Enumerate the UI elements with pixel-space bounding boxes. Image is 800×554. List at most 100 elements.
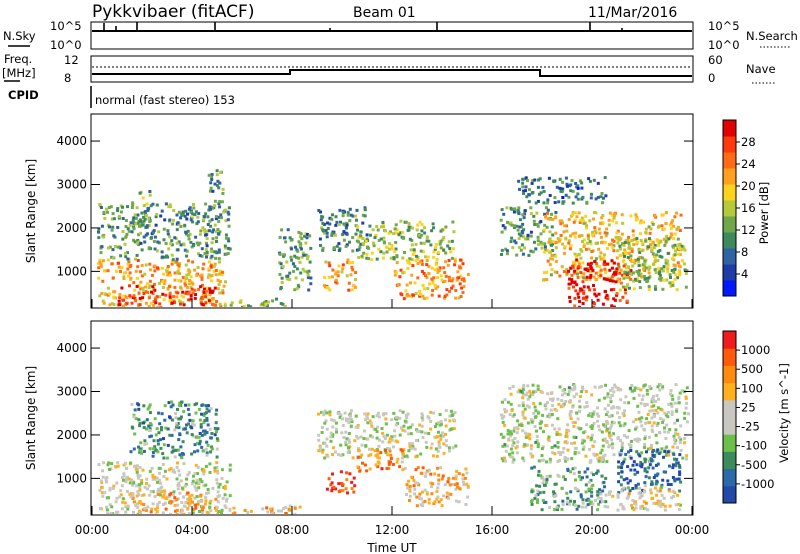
velocity-cell xyxy=(599,451,603,455)
velocity-cell xyxy=(522,383,526,387)
power-cell xyxy=(122,271,126,275)
power-cell xyxy=(577,265,581,269)
velocity-cell xyxy=(534,389,538,393)
power-y-tick-label: 4000 xyxy=(56,134,87,148)
power-cell xyxy=(222,284,226,288)
power-cell xyxy=(631,271,635,275)
power-cell xyxy=(501,224,505,228)
power-cell xyxy=(321,246,325,250)
velocity-cell xyxy=(554,482,558,486)
velocity-cell xyxy=(610,414,614,418)
power-cell xyxy=(653,256,657,259)
power-cell xyxy=(509,240,513,244)
velocity-cell xyxy=(513,436,517,440)
power-cell xyxy=(198,241,202,245)
velocity-cell xyxy=(574,436,578,439)
power-cell xyxy=(195,241,199,245)
power-cell xyxy=(521,185,525,189)
velocity-cell xyxy=(194,487,198,491)
velocity-cell xyxy=(156,503,160,507)
power-cell xyxy=(134,299,138,303)
power-cell xyxy=(629,277,633,281)
velocity-cell xyxy=(298,505,302,509)
cpid-label: CPID xyxy=(8,88,39,102)
power-cell xyxy=(116,245,120,249)
velocity-cell xyxy=(638,438,642,442)
power-cell xyxy=(354,278,357,282)
velocity-cell xyxy=(402,452,405,456)
velocity-cell xyxy=(457,500,461,504)
power-cell xyxy=(551,249,555,252)
power-cell xyxy=(213,199,217,203)
power-cell xyxy=(264,302,268,306)
power-cell xyxy=(154,296,158,300)
power-cell xyxy=(199,285,203,289)
power-cell xyxy=(542,201,546,205)
velocity-cell xyxy=(200,480,204,484)
velocity-cell xyxy=(421,500,425,504)
power-cell xyxy=(184,263,188,267)
power-cell xyxy=(213,286,217,290)
power-cell xyxy=(120,266,124,270)
velocity-cell xyxy=(609,433,613,437)
velocity-cell xyxy=(676,432,680,436)
velocity-cell xyxy=(214,497,218,501)
power-cell xyxy=(321,248,325,252)
power-cell xyxy=(522,192,526,195)
power-cell xyxy=(393,273,397,277)
power-cell xyxy=(536,185,540,189)
power-cell xyxy=(405,283,409,287)
power-cell xyxy=(614,271,618,275)
velocity-cell xyxy=(120,507,124,511)
power-cell xyxy=(569,266,573,270)
velocity-cell xyxy=(436,486,440,490)
velocity-cell xyxy=(413,487,417,491)
power-cell xyxy=(539,220,543,223)
velocity-cell xyxy=(650,496,654,500)
velocity-cell xyxy=(206,443,210,447)
velocity-cell xyxy=(652,399,656,403)
power-cell xyxy=(571,213,575,217)
velocity-cell xyxy=(228,507,232,511)
power-cell xyxy=(649,227,653,231)
velocity-cell xyxy=(511,438,515,442)
power-cell xyxy=(550,243,553,247)
velocity-cell xyxy=(405,416,409,419)
velocity-cell xyxy=(685,401,689,405)
power-cell xyxy=(608,268,612,272)
power-cell xyxy=(136,221,140,225)
power-cell xyxy=(546,198,550,202)
freq-label-1: Freq. xyxy=(4,52,32,66)
power-cell xyxy=(588,270,592,274)
velocity-cell xyxy=(199,500,203,503)
power-cell xyxy=(600,216,604,220)
power-cell xyxy=(161,292,165,296)
velocity-cell xyxy=(640,504,644,508)
power-cell xyxy=(658,249,662,252)
power-cell xyxy=(98,258,102,262)
velocity-cell xyxy=(672,495,676,498)
velocity-cell xyxy=(639,460,643,464)
power-y-tick-label: 2000 xyxy=(56,221,87,235)
power-cell xyxy=(126,205,129,209)
power-cell xyxy=(531,179,535,183)
velocity-cell xyxy=(537,469,541,473)
power-cell xyxy=(663,243,667,247)
velocity-cell xyxy=(343,411,347,415)
velocity-cell xyxy=(419,452,423,456)
power-cell xyxy=(684,285,688,289)
velocity-cell xyxy=(321,450,325,454)
power-cell xyxy=(205,244,209,248)
power-cell xyxy=(204,301,208,305)
velocity-cell xyxy=(528,433,532,437)
velocity-cell xyxy=(526,404,530,408)
power-cell xyxy=(204,295,208,299)
power-cell xyxy=(643,259,647,263)
velocity-cell xyxy=(676,418,679,422)
velocity-cell xyxy=(448,419,452,423)
power-cell xyxy=(407,225,411,229)
velocity-cell xyxy=(589,412,593,416)
power-cell xyxy=(179,225,183,228)
power-cell xyxy=(405,259,409,263)
power-cell xyxy=(542,189,546,193)
